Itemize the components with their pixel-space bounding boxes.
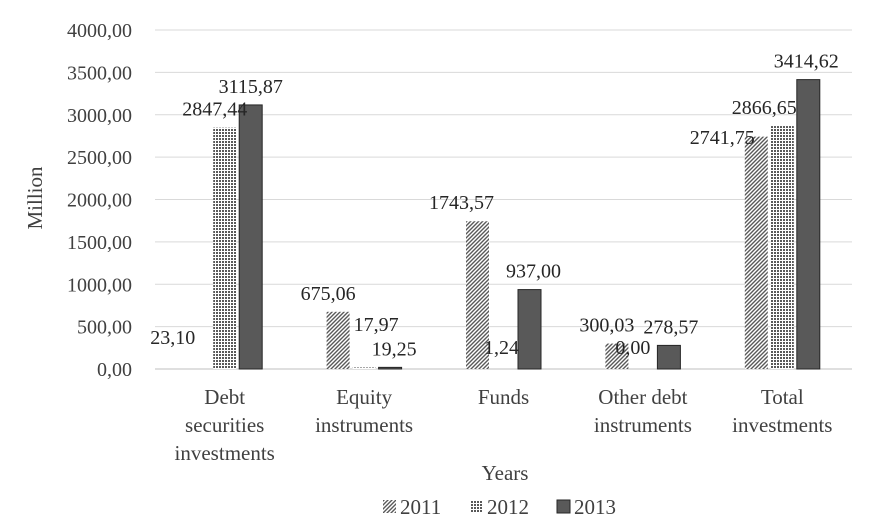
data-label-2013-1: 19,25 xyxy=(372,338,417,360)
y-tick-label: 4000,00 xyxy=(67,20,132,42)
data-label-2012-1: 17,97 xyxy=(354,314,399,336)
legend-label-2011: 2011 xyxy=(400,495,441,519)
y-tick-label: 2000,00 xyxy=(67,190,132,212)
data-label-2013-3: 278,57 xyxy=(643,316,698,338)
bar-2013-2 xyxy=(517,289,542,370)
y-tick-label: 1000,00 xyxy=(67,274,132,296)
data-label-2012-3: 0,00 xyxy=(615,337,650,359)
bar-2011-1 xyxy=(326,311,350,369)
category-label: Equity xyxy=(336,385,392,409)
data-label-2012-0: 2847,44 xyxy=(182,99,247,121)
category-label: Other debt xyxy=(598,385,687,409)
y-axis-tick-labels: 0,00 500,00 1000,00 1500,00 2000,00 2500,00 30… xyxy=(67,20,132,381)
category-label: Funds xyxy=(478,385,529,409)
data-label-2013-2: 937,00 xyxy=(506,261,561,283)
legend: 2011 2012 2013 xyxy=(383,495,616,519)
data-label-2011-3: 300,03 xyxy=(579,315,634,337)
y-tick-label: 3000,00 xyxy=(67,105,132,127)
bars xyxy=(213,79,821,370)
legend-swatch-2011 xyxy=(383,500,396,513)
bar-2012-1 xyxy=(352,367,376,369)
data-label-2011-2: 1743,57 xyxy=(429,192,494,214)
category-label: Total xyxy=(761,385,804,409)
y-tick-label: 0,00 xyxy=(97,359,132,381)
data-label-2011-4: 2741,75 xyxy=(690,127,755,149)
data-label-2013-4: 3414,62 xyxy=(774,51,839,73)
y-tick-label: 500,00 xyxy=(77,317,132,339)
category-label: instruments xyxy=(315,413,413,437)
legend-swatch-2012 xyxy=(470,500,483,513)
y-tick-label: 3500,00 xyxy=(67,62,132,84)
bar-2012-0 xyxy=(213,127,237,369)
bar-2013-4 xyxy=(796,79,821,370)
data-label-2012-2: 1,24 xyxy=(484,337,519,359)
category-label: instruments xyxy=(594,413,692,437)
gridlines xyxy=(155,29,852,370)
data-label-2013-0: 3115,87 xyxy=(219,76,283,98)
category-label: Debt xyxy=(204,385,245,409)
y-axis-title: Million xyxy=(23,166,47,230)
category-label: investments xyxy=(175,441,275,465)
category-label: securities xyxy=(185,413,264,437)
bar-2011-2 xyxy=(466,221,489,369)
bar-2012-4 xyxy=(770,126,794,369)
bar-2013-1 xyxy=(378,366,403,370)
bar-2011-4 xyxy=(744,136,768,369)
x-axis-category-labels: Debt securities investments Equity instrumen… xyxy=(175,385,833,465)
bar-2011-3 xyxy=(605,343,629,369)
data-label-2011-0: 23,10 xyxy=(150,327,195,349)
bar-2013-3 xyxy=(656,344,681,370)
legend-label-2012: 2012 xyxy=(487,495,529,519)
legend-label-2013: 2013 xyxy=(574,495,616,519)
category-label: investments xyxy=(732,413,832,437)
data-label-2012-4: 2866,65 xyxy=(732,97,797,119)
data-label-2011-1: 675,06 xyxy=(301,283,356,305)
legend-swatch-2013 xyxy=(556,499,571,514)
y-tick-label: 1500,00 xyxy=(67,232,132,254)
x-axis-title: Years xyxy=(482,461,529,485)
y-tick-label: 2500,00 xyxy=(67,147,132,169)
bar-2013-0 xyxy=(238,104,263,370)
